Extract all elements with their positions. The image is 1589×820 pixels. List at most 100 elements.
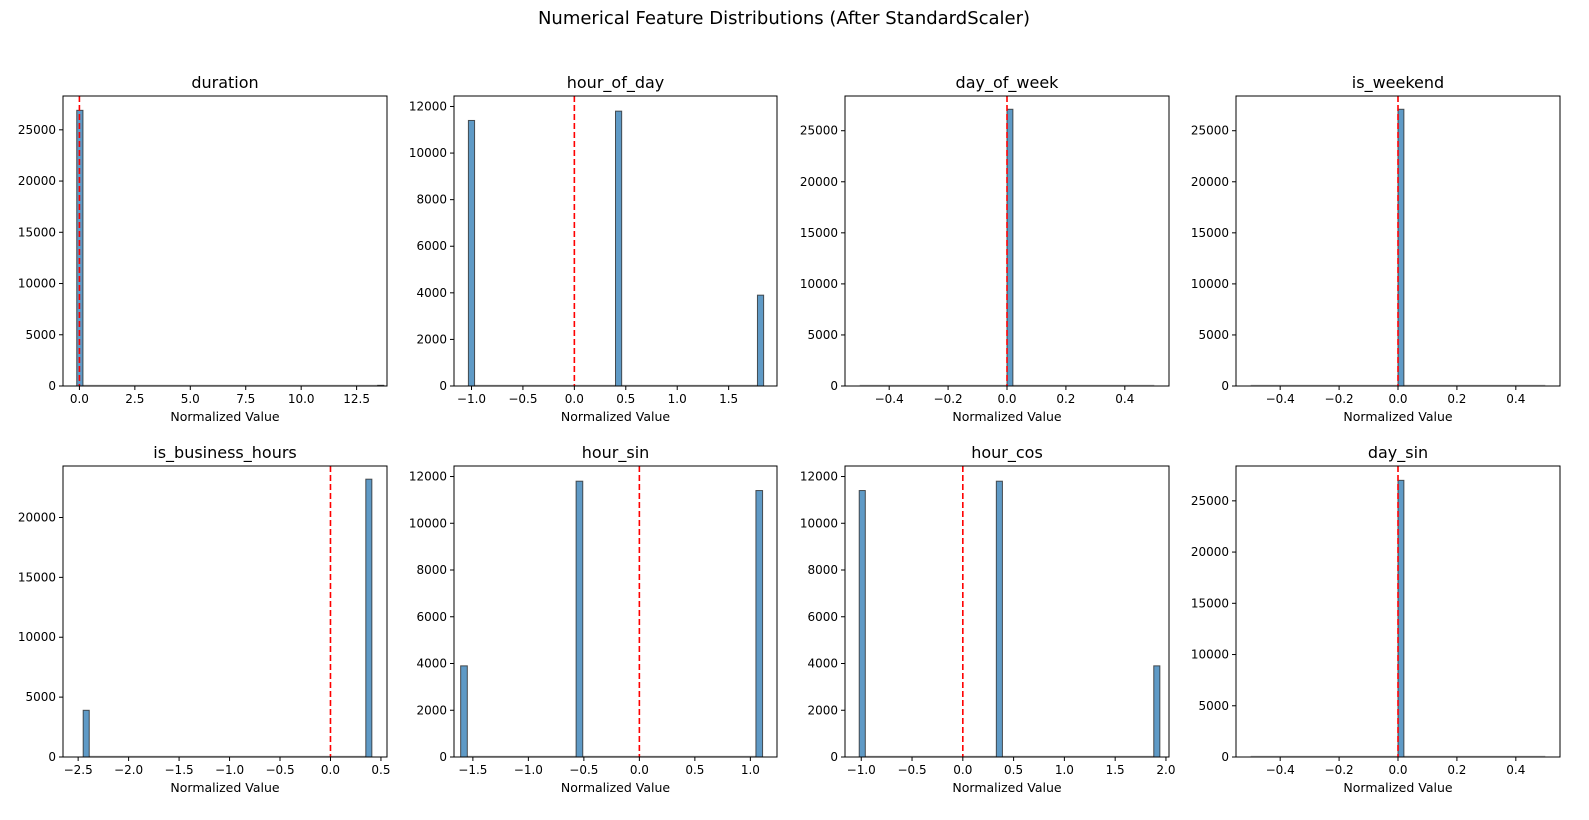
y-tick-label: 20000: [18, 174, 56, 188]
y-tick-label: 8000: [416, 193, 447, 207]
histogram-bar: [858, 490, 866, 758]
y-tick-label: 0: [830, 750, 838, 764]
y-tick-label: 0: [439, 379, 447, 393]
y-tick-label: 12000: [800, 470, 838, 484]
x-tick-label: −2.5: [64, 763, 93, 777]
x-tick-label: −0.5: [508, 392, 537, 406]
y-tick-label: 0: [830, 379, 838, 393]
histogram-bar: [1397, 108, 1405, 387]
x-tick-label: −0.5: [265, 763, 294, 777]
x-axis-label: Normalized Value: [561, 780, 670, 795]
y-tick-label: 20000: [800, 175, 838, 189]
x-tick-label: 2.5: [125, 392, 144, 406]
y-tick-label: 5000: [1198, 699, 1229, 713]
y-tick-label: 15000: [18, 225, 56, 239]
x-tick-label: 0.2: [1447, 763, 1466, 777]
y-tick-label: 4000: [416, 286, 447, 300]
x-tick-label: −0.4: [1266, 763, 1295, 777]
x-tick-label: 0.0: [630, 763, 649, 777]
subplot-title: hour_cos: [971, 443, 1043, 463]
x-tick-label: 0.0: [321, 763, 340, 777]
y-tick-label: 10000: [409, 516, 447, 530]
subplot-hour-cos: hour_cos −1.0 −0.5 0.0 0.5 1.0 1.5 2.0 0 2000 4000…: [800, 443, 1176, 795]
y-tick-label: 10000: [409, 146, 447, 160]
histogram-bar: [995, 480, 1003, 758]
x-tick-label: −1.0: [457, 392, 486, 406]
x-tick-label: 0.4: [1115, 392, 1134, 406]
y-tick-label: 12000: [409, 470, 447, 484]
x-tick-label: 0.0: [1388, 392, 1407, 406]
x-tick-label: 0.5: [685, 763, 704, 777]
x-tick-label: −0.5: [897, 763, 926, 777]
subplot-duration: duration 0.0 2.5 5.0 7.5 10.0 12.5 0 5000 10000 15…: [18, 73, 388, 424]
y-tick-label: 5000: [25, 328, 56, 342]
x-tick-label: −0.5: [569, 763, 598, 777]
y-tick-label: 2000: [416, 703, 447, 717]
y-tick-label: 6000: [416, 239, 447, 253]
x-tick-label: 10.0: [288, 392, 315, 406]
y-tick-label: 5000: [807, 328, 838, 342]
x-tick-label: 7.5: [236, 392, 255, 406]
y-tick-label: 2000: [416, 332, 447, 346]
x-axis-label: Normalized Value: [170, 780, 279, 795]
y-tick-label: 0: [48, 379, 56, 393]
x-tick-label: 0.2: [1447, 392, 1466, 406]
y-tick-label: 20000: [1191, 545, 1229, 559]
y-tick-label: 15000: [800, 226, 838, 240]
y-tick-label: 2000: [807, 703, 838, 717]
x-axis-label: Normalized Value: [952, 780, 1061, 795]
y-tick-label: 20000: [1191, 175, 1229, 189]
y-tick-label: 10000: [1191, 277, 1229, 291]
histogram-bar: [365, 478, 373, 758]
y-tick-label: 25000: [1191, 124, 1229, 138]
subplot-title: is_business_hours: [153, 443, 297, 463]
x-tick-label: 1.5: [1106, 763, 1125, 777]
histogram-bar: [615, 110, 623, 387]
x-tick-label: −1.5: [458, 763, 487, 777]
subplot-title: hour_of_day: [567, 73, 665, 93]
x-tick-label: −0.4: [875, 392, 904, 406]
x-tick-label: 2.0: [1156, 763, 1175, 777]
x-tick-label: −1.0: [847, 763, 876, 777]
x-axis-label: Normalized Value: [952, 409, 1061, 424]
y-tick-label: 10000: [1191, 648, 1229, 662]
y-tick-label: 25000: [18, 123, 56, 137]
x-tick-label: 0.4: [1506, 763, 1525, 777]
y-tick-label: 10000: [18, 277, 56, 291]
subplot-day-of-week: day_of_week −0.4 −0.2 0.0 0.2 0.4 0 5000 10000 15…: [800, 73, 1170, 424]
x-tick-label: 0.5: [1004, 763, 1023, 777]
y-tick-label: 0: [439, 750, 447, 764]
x-tick-label: 0.0: [1388, 763, 1407, 777]
y-tick-label: 0: [1221, 379, 1229, 393]
y-tick-label: 10000: [18, 630, 56, 644]
subplot-hour-of-day: hour_of_day −1.0 −0.5 0.0 0.5 1.0 1.5 0 2000 4000…: [409, 73, 778, 424]
histogram-bar: [756, 294, 765, 387]
y-tick-label: 15000: [1191, 226, 1229, 240]
y-tick-label: 8000: [807, 563, 838, 577]
y-tick-label: 20000: [18, 510, 56, 524]
x-tick-label: −1.5: [165, 763, 194, 777]
y-tick-label: 25000: [1191, 494, 1229, 508]
y-tick-label: 0: [48, 750, 56, 764]
histogram-bar: [1006, 108, 1014, 387]
subplot-title: hour_sin: [582, 443, 650, 463]
y-tick-label: 5000: [25, 690, 56, 704]
histogram-bar: [467, 119, 476, 387]
histogram-bar: [1153, 665, 1161, 758]
y-tick-label: 12000: [409, 99, 447, 113]
subplot-is-weekend: is_weekend −0.4 −0.2 0.0 0.2 0.4 0 5000 10000 150…: [1191, 73, 1561, 424]
x-tick-label: −1.0: [514, 763, 543, 777]
histogram-bar: [575, 480, 584, 758]
y-tick-label: 8000: [416, 563, 447, 577]
y-tick-label: 6000: [807, 610, 838, 624]
x-tick-label: −2.0: [114, 763, 143, 777]
subplot-day-sin: day_sin −0.4 −0.2 0.0 0.2 0.4 0 5000 10000 15000 2…: [1191, 443, 1561, 795]
figure-title: Numerical Feature Distributions (After S…: [538, 8, 1030, 29]
x-axis-label: Normalized Value: [1343, 780, 1452, 795]
axes-frame: [453, 465, 778, 758]
x-tick-label: 0.0: [953, 763, 972, 777]
x-tick-label: −0.4: [1266, 392, 1295, 406]
y-tick-label: 0: [1221, 750, 1229, 764]
y-tick-label: 10000: [800, 516, 838, 530]
